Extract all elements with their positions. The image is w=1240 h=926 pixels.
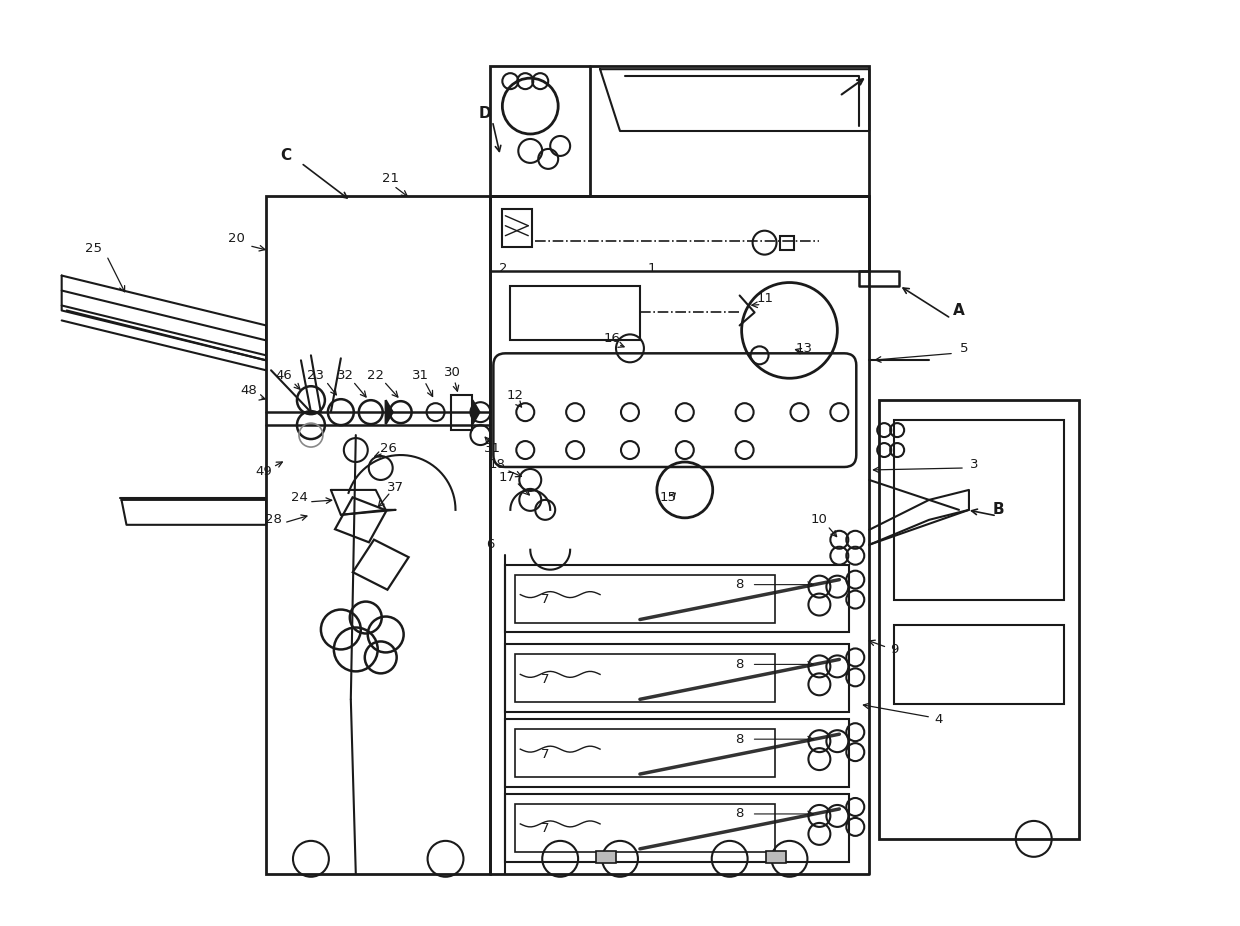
Bar [506, 565, 849, 632]
Polygon shape [386, 400, 393, 424]
Text: 24: 24 [290, 492, 308, 505]
Text: 21: 21 [382, 172, 399, 185]
Text: C: C [280, 148, 291, 163]
Text: 49: 49 [255, 466, 273, 479]
Text: B: B [993, 503, 1004, 518]
Text: 30: 30 [444, 366, 461, 379]
Text: 16: 16 [604, 332, 620, 344]
Bar [596, 851, 616, 863]
Bar [516, 729, 775, 777]
Text: 22: 22 [367, 369, 384, 382]
Bar [506, 720, 849, 787]
Text: 17: 17 [498, 471, 516, 484]
Text: 13: 13 [796, 342, 813, 355]
Bar [765, 851, 785, 863]
Text: 20: 20 [228, 232, 244, 245]
Bar [450, 395, 472, 430]
Text: 23: 23 [308, 369, 325, 382]
Polygon shape [472, 400, 480, 424]
Text: 7: 7 [541, 747, 549, 760]
Bar [516, 804, 775, 852]
Text: 48: 48 [241, 383, 258, 396]
Text: 6: 6 [486, 538, 495, 551]
Bar [894, 624, 1064, 705]
Text: 28: 28 [264, 513, 281, 526]
Text: 15: 15 [660, 492, 676, 505]
Bar [511, 285, 640, 341]
Bar [502, 208, 532, 246]
Bar [490, 66, 869, 195]
Bar [780, 236, 795, 250]
Text: 7: 7 [541, 593, 549, 607]
Text: 5: 5 [960, 342, 968, 355]
Text: 12: 12 [507, 389, 523, 402]
Text: 10: 10 [811, 513, 828, 526]
Text: 9: 9 [890, 643, 898, 656]
Bar [267, 195, 490, 874]
Text: 7: 7 [541, 822, 549, 835]
Bar [506, 644, 849, 712]
Text: 8: 8 [735, 732, 744, 745]
Text: 11: 11 [756, 292, 773, 305]
Bar [894, 420, 1064, 600]
Text: 25: 25 [86, 242, 102, 256]
Text: 3: 3 [970, 458, 978, 471]
Text: 31: 31 [484, 442, 501, 455]
Text: 26: 26 [381, 442, 397, 455]
Text: A: A [954, 303, 965, 318]
Text: 8: 8 [735, 807, 744, 820]
Bar [516, 575, 775, 622]
Text: 8: 8 [735, 578, 744, 591]
Text: 46: 46 [275, 369, 293, 382]
Bar [490, 195, 869, 270]
Text: 1: 1 [647, 262, 656, 275]
Bar [516, 655, 775, 702]
Bar [506, 794, 849, 862]
Text: 37: 37 [387, 482, 404, 494]
Text: 31: 31 [412, 369, 429, 382]
Text: 4: 4 [935, 713, 944, 726]
Text: 32: 32 [337, 369, 355, 382]
Bar [879, 400, 1079, 839]
Text: 18: 18 [489, 458, 506, 471]
Text: 2: 2 [500, 262, 507, 275]
Text: 8: 8 [735, 657, 744, 671]
Text: D: D [479, 106, 492, 120]
Text: 7: 7 [541, 673, 549, 686]
